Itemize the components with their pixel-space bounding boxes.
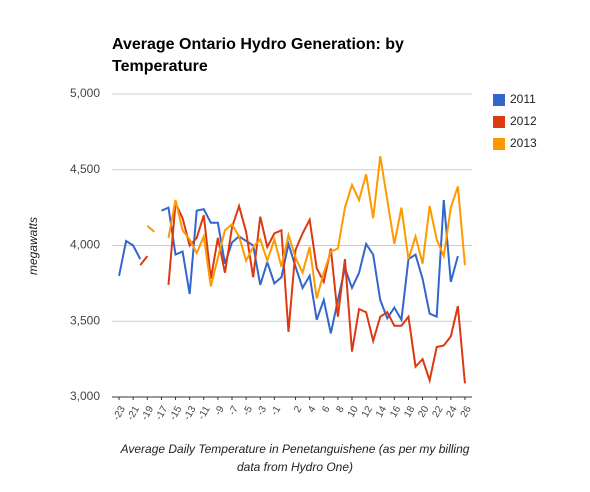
x-tick-label: 24 [445, 404, 460, 420]
x-tick-label: 2 [292, 404, 305, 415]
x-tick-label: -3 [255, 404, 269, 418]
data-line [146, 155, 466, 299]
x-tick-label: 6 [320, 404, 333, 415]
x-tick-label: -5 [241, 404, 255, 418]
x-tick-label: -1 [269, 404, 283, 418]
x-tick-label: -11 [196, 404, 213, 422]
x-tick-label: -15 [168, 404, 185, 422]
x-tick-label: -21 [125, 404, 142, 422]
x-tick-label: 22 [431, 404, 446, 420]
x-tick-label: -9 [213, 404, 227, 418]
legend-swatch [493, 138, 505, 150]
x-tick-label: -7 [227, 404, 241, 418]
legend-label: 2013 [510, 136, 537, 150]
x-tick-label: -23 [111, 404, 128, 422]
x-tick-label: 14 [374, 404, 389, 420]
legend-label: 2011 [510, 92, 536, 106]
x-tick-label: 26 [459, 404, 474, 420]
y-axis-label: megawatts [26, 217, 40, 275]
legend-swatch [493, 94, 505, 106]
x-tick-label: -17 [154, 404, 171, 422]
y-tick-label: 3,500 [70, 313, 100, 327]
x-axis-label: Average Daily Temperature in Penetanguis… [120, 442, 470, 474]
x-tick-label: 10 [346, 404, 361, 420]
x-tick-label: 18 [402, 404, 417, 420]
x-tick-label: 8 [334, 404, 347, 415]
y-tick-label: 4,000 [70, 238, 100, 252]
x-tick-label: 12 [360, 404, 375, 420]
x-tick-label: -13 [182, 404, 199, 422]
y-tick-label: 4,500 [70, 162, 100, 176]
y-tick-label: 5,000 [70, 86, 100, 100]
x-tick-label: 16 [388, 404, 403, 420]
x-tick-label: 4 [306, 404, 319, 415]
chart-title: Average Ontario Hydro Generation: by Tem… [112, 36, 404, 75]
data-line [139, 199, 466, 385]
x-tick-label: 20 [416, 404, 431, 420]
x-tick-label: -19 [139, 404, 156, 422]
legend-swatch [493, 116, 505, 128]
y-tick-label: 3,000 [70, 389, 100, 403]
legend-label: 2012 [510, 114, 537, 128]
